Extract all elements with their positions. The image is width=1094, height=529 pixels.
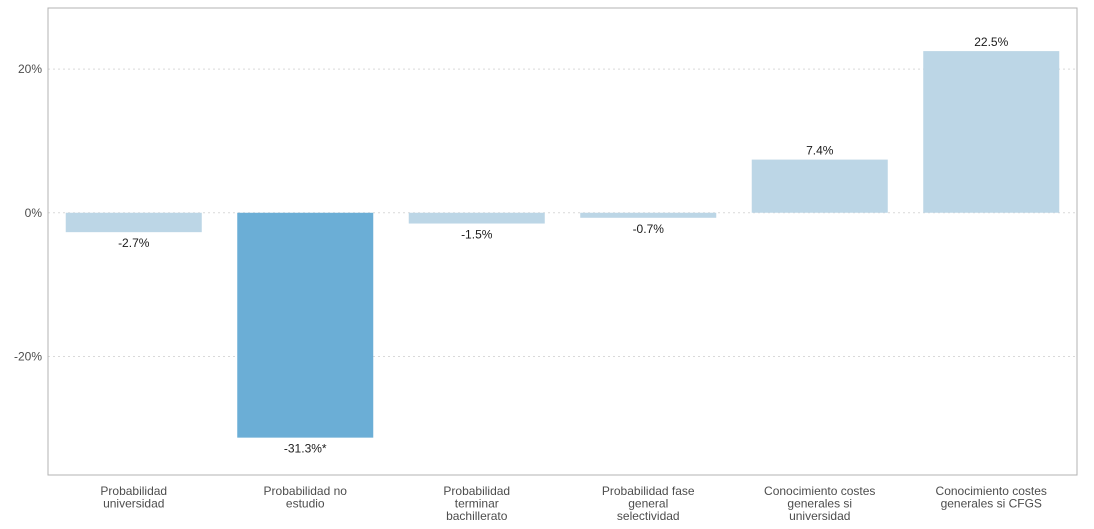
data-label: -0.7% [633, 222, 665, 236]
bar [580, 212, 717, 218]
y-tick-label: -20% [14, 349, 42, 363]
data-labels: -2.7% -31.3%* -1.5% -0.7% 7.4% 22.5% [118, 35, 1009, 456]
x-tick-label: Probabilidad no estudio [264, 484, 348, 511]
y-tick-label: 0% [25, 206, 43, 220]
x-tick-label: Conocimiento costes generales si universid… [764, 484, 875, 523]
plot-frame [47, 7, 1078, 476]
bar [923, 51, 1060, 213]
x-tick-label: Probabilidad universidad [100, 484, 167, 511]
gridlines [48, 68, 1077, 357]
bars [65, 51, 1060, 438]
x-axis: Probabilidad universidad Probabilidad no es… [100, 484, 1047, 523]
y-axis: 20% 0% -20% [14, 62, 42, 363]
data-label: -31.3%* [284, 442, 327, 456]
bar [65, 212, 202, 233]
x-tick-label: Probabilidad fase general selectividad [602, 484, 695, 523]
bar [408, 212, 545, 224]
bar [751, 159, 888, 213]
data-label: 7.4% [806, 144, 834, 158]
data-label: -1.5% [461, 228, 493, 242]
bar [237, 212, 374, 438]
data-label: -2.7% [118, 236, 150, 250]
y-tick-label: 20% [18, 62, 42, 76]
data-label: 22.5% [974, 35, 1008, 49]
x-tick-label: Probabilidad terminar bachillerato [443, 484, 510, 523]
x-tick-label: Conocimiento costes generales si CFGS [936, 484, 1047, 511]
